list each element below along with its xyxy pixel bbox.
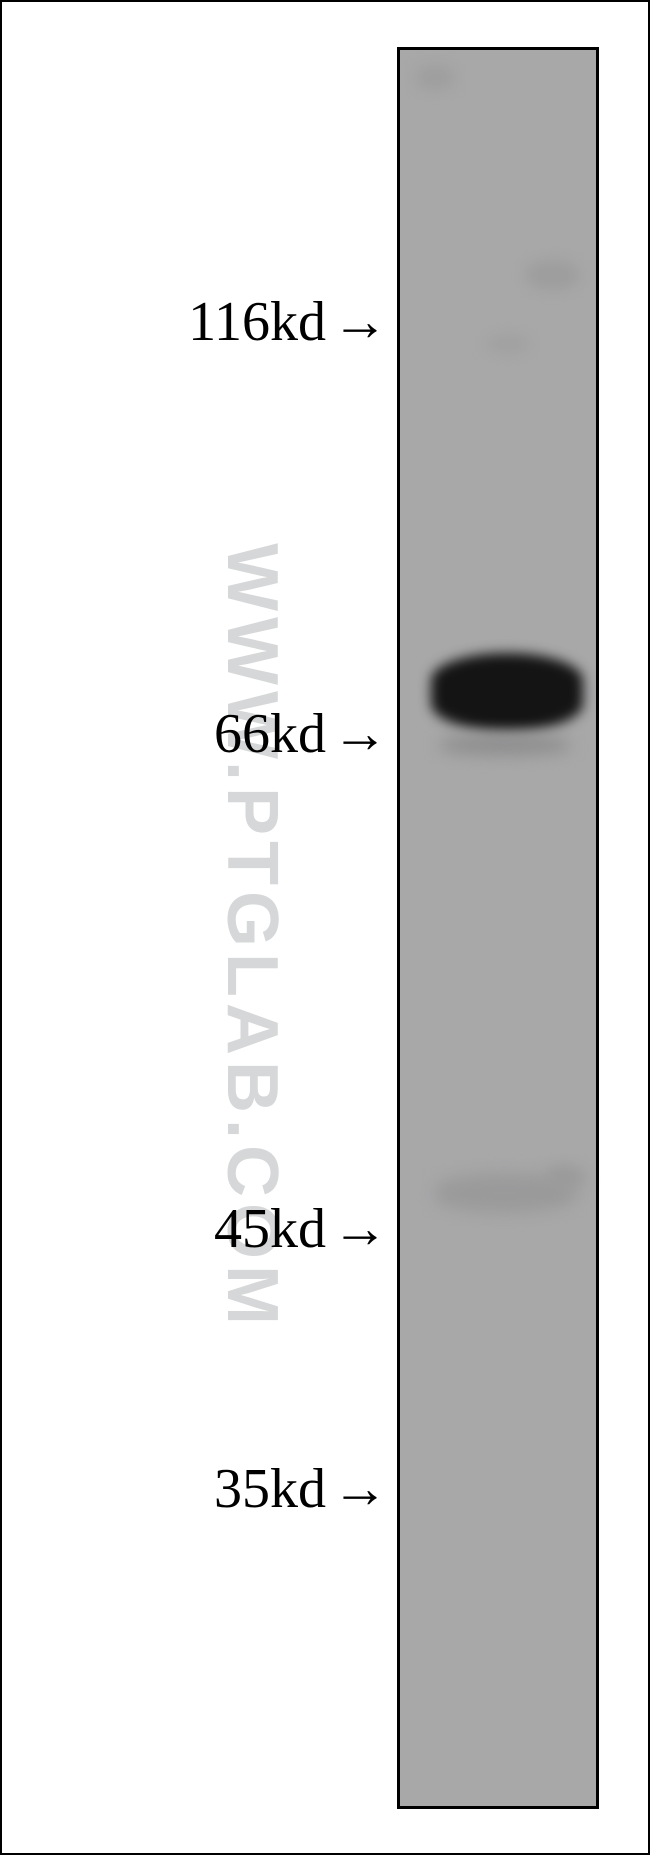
- protein-band-main: [431, 653, 583, 731]
- arrow-right-icon: →: [332, 702, 388, 766]
- molecular-weight-marker: 35kd→: [214, 1457, 388, 1521]
- marker-text: 35kd: [214, 1458, 326, 1520]
- figure-container: WWW.PTGLAB.COM 116kd→66kd→45kd→35kd→: [0, 0, 650, 1855]
- arrow-right-icon: →: [332, 1457, 388, 1521]
- protein-band-faint: [440, 735, 570, 755]
- molecular-weight-marker: 66kd→: [214, 702, 388, 766]
- marker-text: 45kd: [214, 1198, 326, 1260]
- arrow-right-icon: →: [332, 1197, 388, 1261]
- arrow-right-icon: →: [332, 290, 388, 354]
- lane-smudge: [525, 260, 580, 290]
- molecular-weight-marker: 45kd→: [214, 1197, 388, 1261]
- western-blot-lane: [397, 47, 599, 1809]
- marker-text: 116kd: [188, 291, 326, 353]
- lane-smudge: [485, 335, 530, 353]
- lane-smudge: [545, 1165, 585, 1190]
- marker-text: 66kd: [214, 703, 326, 765]
- lane-smudge: [415, 65, 455, 90]
- molecular-weight-marker: 116kd→: [188, 290, 388, 354]
- watermark-text: WWW.PTGLAB.COM: [211, 437, 293, 1437]
